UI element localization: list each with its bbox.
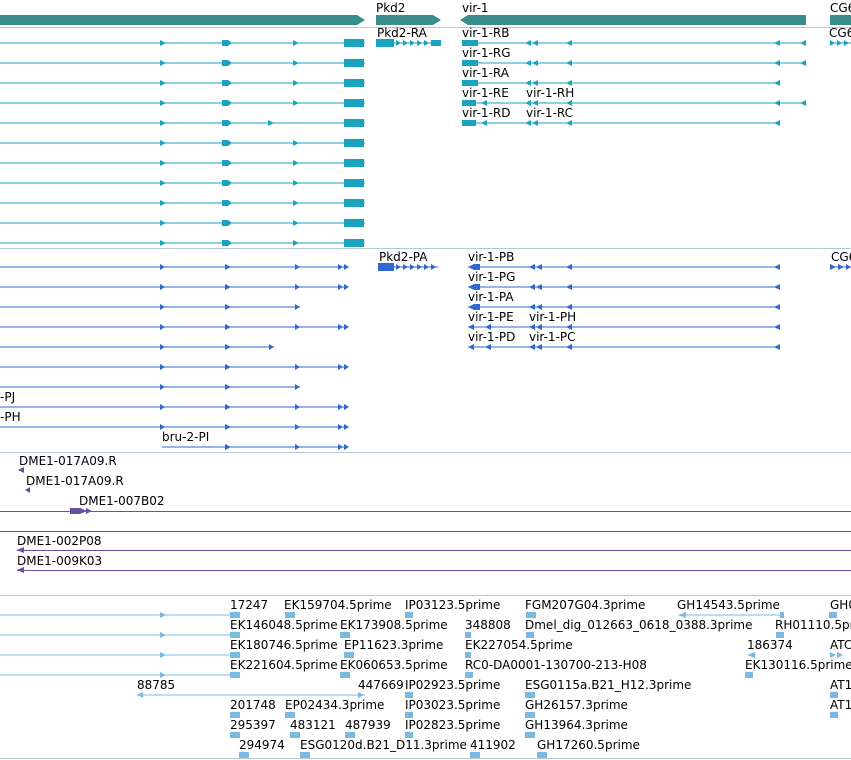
gene-track: Pkd2 vir-1 CG6 [0, 1, 851, 25]
est-label: GH14543.5prime [677, 598, 780, 612]
protein-label: vir-1-PH [529, 310, 576, 324]
transcript-label: vir-1-RB [462, 26, 509, 40]
est-label: GH26157.3prime [525, 698, 628, 712]
transcript-track: Pkd2-RA vir-1-RB vir-1-RG vir-1-RA vir-1… [0, 26, 851, 247]
est-label: EP02434.3prime [285, 698, 384, 712]
est-label: ESG0120d.B21_D11.3prime [300, 738, 467, 752]
protein-label: bru-2-PI [162, 430, 209, 444]
gene-label: vir-1 [462, 1, 489, 15]
est-label: EK221604.5prime [230, 658, 338, 672]
est-label: 186374 [747, 638, 793, 652]
est-label: EK159704.5prime [284, 598, 392, 612]
est-label: EK173908.5prime [340, 618, 448, 632]
est-label: 483121 [290, 718, 336, 732]
est-label: GH13964.3prime [525, 718, 628, 732]
gene-span[interactable] [0, 15, 365, 25]
gene-span[interactable] [376, 15, 441, 25]
clone-label: DME1-017A09.R [19, 454, 117, 468]
est-label: RH01110.5prime [775, 618, 851, 632]
transcript-label: vir-1-RH [526, 86, 574, 100]
est-label: 294974 [239, 738, 285, 752]
est-label: EK060653.5prime [340, 658, 448, 672]
clone-label: DME1-009K03 [17, 554, 102, 568]
protein-label: -PH [0, 410, 21, 424]
transcript-label: vir-1-RE [462, 86, 509, 100]
protein-label: -PJ [0, 390, 15, 404]
est-label: EK227054.5prime [465, 638, 573, 652]
est-label: RC0-DA0001-130700-213-H08 [465, 658, 647, 672]
est-label: Dmel_dig_012663_0618_0388.3prime [525, 618, 753, 632]
est-label: EP11623.3prime [344, 638, 443, 652]
est-label: 348808 [465, 618, 511, 632]
gene-label: CG6 [830, 1, 851, 15]
est-label: IP03123.5prime [405, 598, 500, 612]
protein-label: vir-1-PC [529, 330, 576, 344]
est-label: EK180746.5prime [230, 638, 338, 652]
est-label: IP02923.5prime [405, 678, 500, 692]
est-label: FGM207G04.3prime [525, 598, 645, 612]
protein-label: vir-1-PA [468, 290, 514, 304]
est-label: 201748 [230, 698, 276, 712]
gene-label: Pkd2 [376, 1, 405, 15]
protein-label: vir-1-PB [468, 250, 514, 264]
gene-span[interactable] [460, 15, 806, 25]
est-label: GH17260.5prime [537, 738, 640, 752]
transcript-label: vir-1-RG [462, 46, 511, 60]
est-label: ESG0115a.B21_H12.3prime [525, 678, 691, 692]
est-label: 295397 [230, 718, 276, 732]
gene-span[interactable] [830, 15, 851, 25]
transcript-label: vir-1-RD [462, 106, 510, 120]
est-label: EK130116.5prime [745, 658, 851, 672]
est-label: EK146048.5prime [230, 618, 338, 632]
est-label: IP03023.5prime [405, 698, 500, 712]
transcript-label: vir-1-RA [462, 66, 510, 80]
clone-label: DME1-017A09.R [26, 474, 124, 488]
clone-label: DME1-002P08 [17, 534, 102, 548]
protein-label: CG6 [831, 250, 851, 264]
est-label: 487939 [345, 718, 391, 732]
est-label: AT1 [830, 698, 851, 712]
protein-label: vir-1-PG [468, 270, 515, 284]
transcript-label: vir-1-RC [526, 106, 573, 120]
transcript-feature[interactable] [376, 39, 441, 47]
protein-label: vir-1-PE [468, 310, 514, 324]
protein-label: Pkd2-PA [379, 250, 428, 264]
est-label: 447669 [358, 678, 404, 692]
protein-track: -PJ -PH bru-2-PI Pkd2-PA vir-1-PB vir-1-… [0, 250, 851, 450]
est-label: 88785 [137, 678, 175, 692]
est-label: GH0 [830, 598, 851, 612]
est-track: 17247 EK159704.5prime IP03123.5prime FGM… [0, 598, 851, 758]
est-label: ATC [830, 638, 851, 652]
protein-label: vir-1-PD [468, 330, 515, 344]
est-label: AT1 [830, 678, 851, 692]
clone-label: DME1-007B02 [79, 494, 165, 508]
est-label: IP02823.5prime [405, 718, 500, 732]
clone-track: DME1-017A09.R DME1-017A09.R DME1-007B02 … [0, 454, 851, 573]
est-label: 17247 [230, 598, 268, 612]
est-label: 411902 [470, 738, 516, 752]
transcript-label: Pkd2-RA [377, 26, 428, 40]
transcript-label: CG6 [829, 26, 851, 40]
